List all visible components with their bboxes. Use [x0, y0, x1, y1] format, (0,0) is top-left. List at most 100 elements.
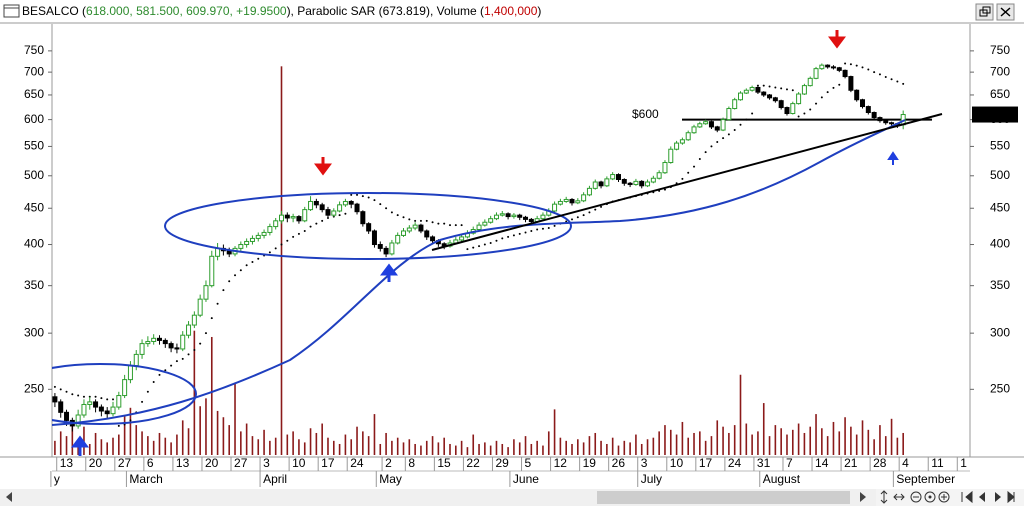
sar-dot [106, 398, 109, 401]
sar-dot [297, 232, 300, 235]
volume-bar [338, 443, 341, 455]
candle-body [58, 401, 64, 413]
x-tick-label: 6 [147, 456, 154, 470]
sar-dot [390, 211, 393, 214]
zoom-out[interactable] [910, 491, 922, 503]
volume-bar [303, 442, 306, 455]
candle-body [401, 230, 407, 236]
candle-body [819, 64, 825, 70]
candle-body [848, 76, 854, 91]
candle-body [540, 214, 546, 220]
sar-dot [849, 63, 852, 66]
sar-dot [472, 246, 475, 249]
candle-body [755, 86, 761, 93]
volume-bar [501, 443, 504, 455]
volume-bar [408, 439, 411, 455]
volume-bar [402, 442, 405, 455]
volume-bar [94, 432, 97, 455]
volume-bar [274, 437, 277, 455]
scroll-left[interactable] [6, 492, 12, 502]
y-tick-label: 300 [24, 325, 44, 339]
sar-dot [379, 203, 382, 206]
sar-dot [448, 224, 451, 227]
sar-dot [431, 221, 434, 224]
sar-dot [338, 214, 341, 217]
zoom-tool[interactable] [880, 490, 888, 504]
volume-bar [251, 436, 254, 455]
level-label: $600 [632, 107, 659, 121]
header-segment: 618.000, 581.500, 609.970, +19.9500 [86, 4, 287, 18]
scroll-right[interactable] [860, 492, 866, 502]
sar-dot [408, 218, 411, 221]
candle-body [151, 337, 157, 342]
sar-dot [797, 115, 800, 118]
volume-bar [675, 434, 678, 455]
y-tick-label: 450 [990, 200, 1010, 214]
sar-dot [239, 269, 242, 272]
sar-dot [483, 243, 486, 246]
pan-tool[interactable] [893, 493, 905, 501]
y-tick-label: 650 [990, 87, 1010, 101]
y-tick-label: 700 [24, 64, 44, 78]
x-tick-label: 13 [176, 456, 190, 470]
volume-bar [257, 439, 260, 455]
x-tick-label: 2 [385, 456, 392, 470]
sar-dot [216, 302, 219, 305]
ellipse-annotation [164, 192, 572, 260]
sar-dot [419, 219, 422, 222]
scroll-first[interactable] [961, 490, 973, 504]
volume-bar [147, 436, 149, 455]
candle-body [767, 94, 773, 99]
sar-dot [146, 390, 149, 393]
scrollbar[interactable] [0, 489, 1024, 506]
scroll-last[interactable] [1007, 490, 1015, 504]
sar-dot [228, 280, 231, 283]
candle-body [738, 92, 743, 101]
y-tick-label: 350 [24, 278, 44, 292]
candle-body [156, 337, 162, 341]
y-tick-label: 750 [990, 43, 1010, 57]
candle-body [273, 220, 279, 228]
last-price-box [972, 106, 1018, 123]
volume-bar [693, 432, 695, 455]
volume-bar [385, 432, 387, 455]
candle-body [801, 85, 807, 95]
sar-dot [541, 227, 544, 230]
sar-dot [292, 235, 295, 238]
sar-dot [100, 397, 103, 400]
zoom-reset[interactable] [924, 491, 936, 503]
scroll-thumb[interactable] [597, 491, 850, 504]
volume-bar [559, 437, 562, 455]
candle-body [122, 379, 128, 397]
sar-dot [251, 260, 254, 263]
candle-body [360, 211, 366, 225]
candle-body [639, 180, 645, 187]
sar-dot [367, 196, 370, 199]
volume-bar [100, 439, 103, 455]
candle-body [743, 89, 749, 94]
restore-glyph [982, 6, 991, 14]
down-arrow [314, 157, 332, 176]
scroll-prev[interactable] [979, 492, 985, 502]
y-tick-label: 500 [990, 168, 1010, 182]
volume-bar [123, 415, 126, 455]
candle-body [476, 224, 482, 230]
candle-body [720, 119, 726, 131]
month-label: March [129, 472, 162, 486]
zoom-in[interactable] [938, 491, 950, 503]
candle-body [395, 234, 401, 244]
volume-bar [669, 429, 672, 455]
candle-body [366, 223, 372, 232]
sar-dot [385, 207, 388, 210]
sar-dot [199, 342, 202, 345]
volume-bar [838, 431, 841, 455]
sar-dot [112, 398, 115, 401]
candle-body [796, 93, 802, 105]
sar-dot [861, 66, 864, 69]
candle-body [337, 204, 343, 212]
volume-bar [71, 420, 74, 455]
candle-body [883, 120, 889, 124]
scroll-next[interactable] [995, 492, 1001, 502]
sar-dot [396, 214, 399, 217]
